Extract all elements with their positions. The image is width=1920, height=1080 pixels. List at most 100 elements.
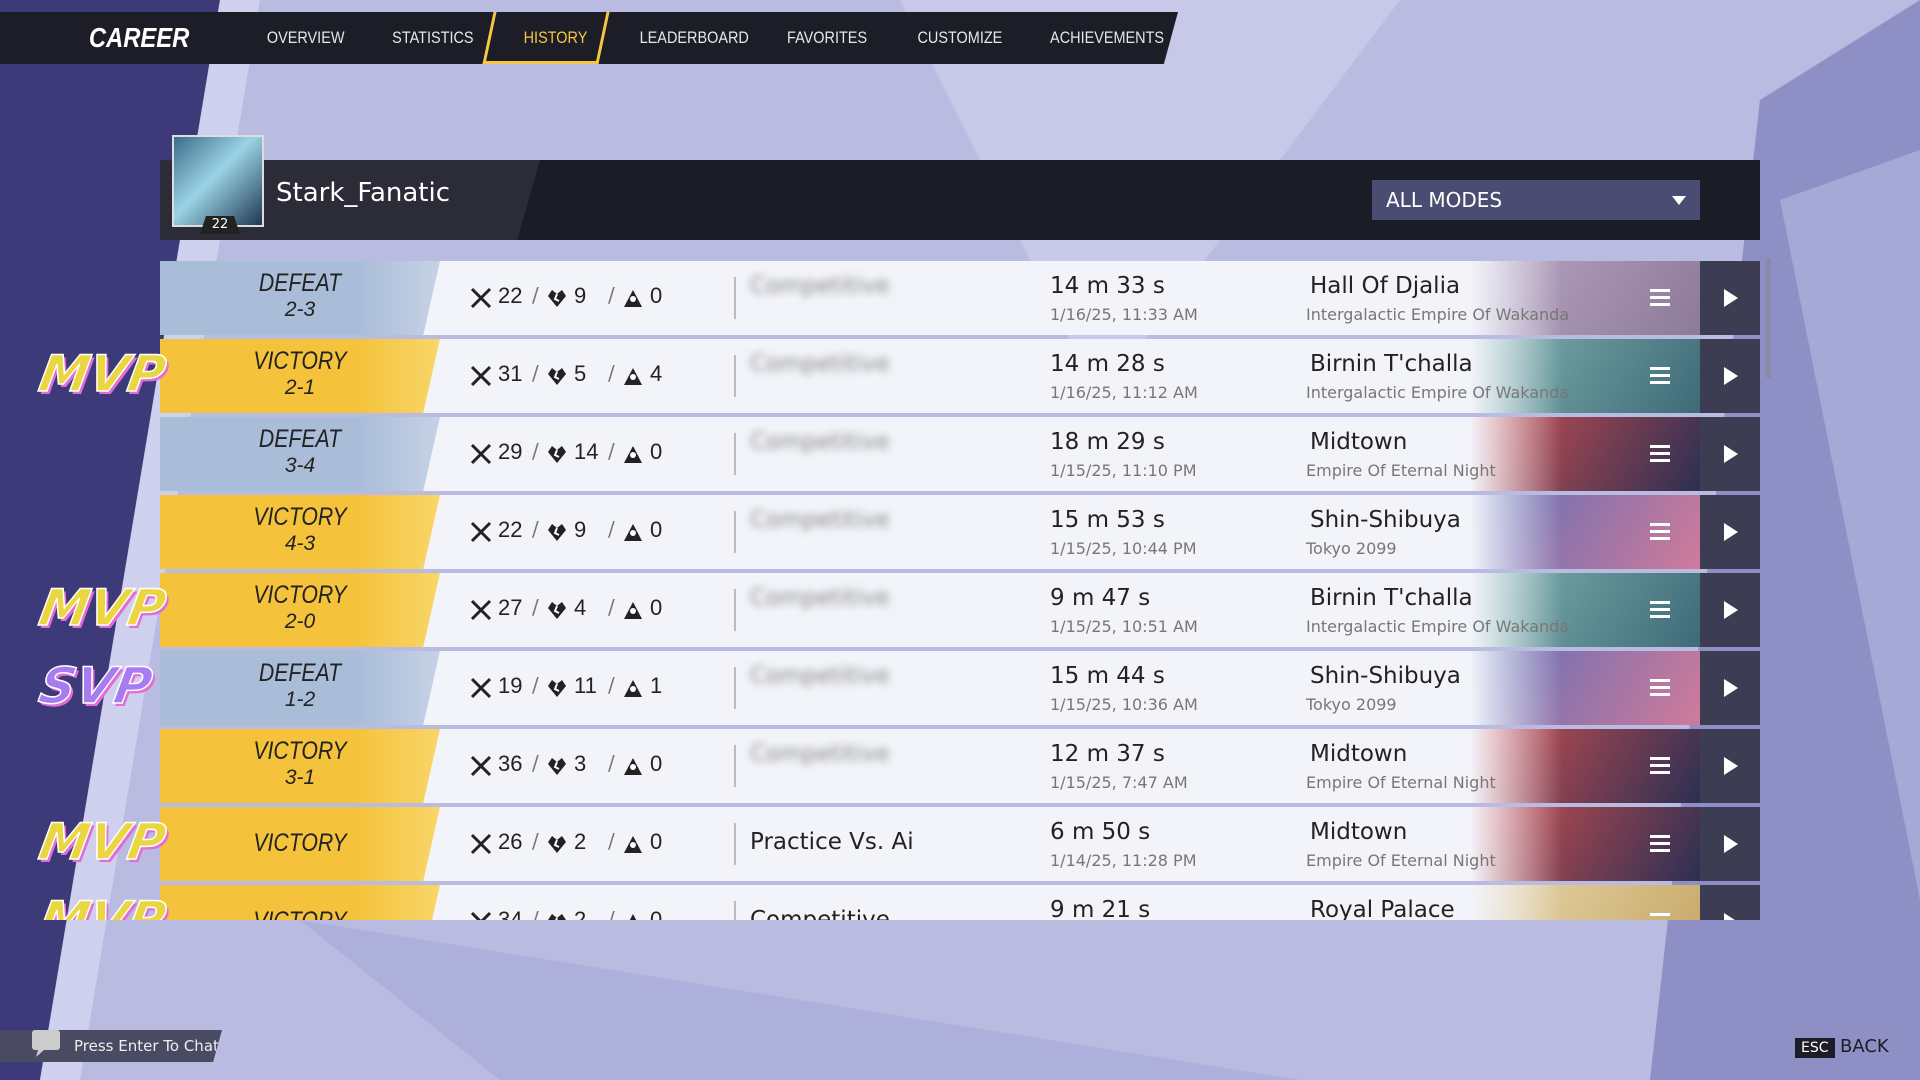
result-text: VICTORY: [253, 581, 347, 609]
divider: [734, 823, 736, 865]
deaths: 9: [574, 517, 587, 542]
replay-button[interactable]: [1700, 651, 1760, 725]
map-name: Midtown: [1310, 741, 1408, 767]
duration: 14 m 33 s: [1050, 273, 1165, 299]
map-region: Tokyo 2099: [1306, 695, 1397, 714]
replay-button[interactable]: [1700, 807, 1760, 881]
scrollbar[interactable]: [1766, 258, 1771, 378]
nav-tab[interactable]: FAVORITES: [787, 28, 868, 47]
match-date: 1/16/25, 11:33 AM: [1050, 305, 1198, 324]
back-button[interactable]: BACK: [1840, 1036, 1889, 1057]
match-row[interactable]: DEFEAT 3-4 29 / 14 / 0 Competitive 18 m 29 s 1/15…: [160, 417, 1760, 491]
replay-button[interactable]: [1700, 339, 1760, 413]
nav-tab[interactable]: OVERVIEW: [266, 28, 345, 47]
deaths-icon: [548, 524, 566, 541]
kills-icon: [470, 755, 492, 777]
replay-button[interactable]: [1700, 495, 1760, 569]
result-text: DEFEAT: [258, 659, 342, 687]
duration: 9 m 47 s: [1050, 585, 1151, 611]
kills: 19: [498, 673, 523, 698]
match-list: DEFEAT 2-3 22/9/0 Competitive 14 m 33 s 1/16/…: [0, 258, 1780, 920]
nav-tab[interactable]: LEADERBOARD: [639, 28, 749, 47]
details-button[interactable]: [1650, 367, 1670, 370]
result: VICTORY 2-0: [160, 573, 440, 647]
details-button[interactable]: [1650, 445, 1670, 448]
esc-key: ESC: [1795, 1038, 1835, 1058]
result-text: VICTORY: [253, 737, 347, 765]
game-mode: Practice Vs. Ai: [750, 829, 914, 855]
result-text: VICTORY: [253, 829, 347, 857]
assists-icon: [624, 368, 642, 385]
nav-tab[interactable]: HISTORY: [523, 28, 588, 47]
details-button[interactable]: [1650, 601, 1670, 604]
map-region: Intergalactic Empire Of Wakanda: [1306, 617, 1570, 636]
separator: /: [608, 751, 615, 775]
replay-button[interactable]: [1700, 729, 1760, 803]
map-name: Midtown: [1310, 429, 1408, 455]
divider: [734, 745, 736, 787]
match-row[interactable]: VICTORY 2-1 31 / 5 / 4 Competitive 14 m 28 s 1/16…: [160, 339, 1760, 413]
match-row[interactable]: VICTORY 3-1 36 / 3 / 0 Competitive 12 m 37 s 1/15…: [160, 729, 1760, 803]
assists: 1: [650, 673, 663, 698]
duration: 15 m 53 s: [1050, 507, 1165, 533]
map-name: Midtown: [1310, 819, 1408, 845]
map-image: [1470, 261, 1700, 335]
match-date: 1/15/25, 10:51 AM: [1050, 617, 1198, 636]
match-row[interactable]: VICTORY 2-0 27 / 4 / 0 Competitive 9 m 47 s 1/15/…: [160, 573, 1760, 647]
nav-tab[interactable]: STATISTICS: [392, 28, 474, 47]
separator: /: [532, 517, 539, 541]
separator: /: [608, 907, 615, 920]
badge: MVP: [34, 344, 171, 404]
map-image: [1470, 417, 1700, 491]
match-date: 1/15/25, 10:36 AM: [1050, 695, 1198, 714]
nav-title: CAREER: [88, 22, 190, 53]
deaths-icon: [548, 602, 566, 619]
assists-icon: [624, 836, 642, 853]
replay-button[interactable]: [1700, 573, 1760, 647]
separator: /: [532, 829, 539, 853]
match-date: 1/15/25, 10:44 PM: [1050, 539, 1197, 558]
details-button[interactable]: [1650, 679, 1670, 682]
game-mode: Competitive: [750, 429, 890, 455]
chat-prompt[interactable]: Press Enter To Chat: [0, 1030, 222, 1062]
map-image: [1470, 573, 1700, 647]
match-row[interactable]: DEFEAT 2-3 22 / 9 / 0 Competitive 14 m 33 s 1/16/…: [160, 261, 1760, 335]
divider: [734, 589, 736, 631]
nav-bar: CAREER OVERVIEW STATISTICS HISTORY LEADERBO…: [0, 12, 1178, 64]
mode-dropdown[interactable]: ALL MODES: [1372, 180, 1700, 220]
nav-tab[interactable]: ACHIEVEMENTS: [1050, 28, 1165, 47]
player-name: Stark_Fanatic: [276, 178, 451, 208]
match-row[interactable]: DEFEAT 1-2 19 / 11 / 1 Competitive 15 m 44 s 1/15…: [160, 651, 1760, 725]
match-row[interactable]: VICTORY 26 / 2 / 0 Practice Vs. Ai 6 m 50 s 1/14…: [160, 807, 1760, 881]
kills: 26: [498, 829, 523, 854]
assists-icon: [624, 680, 642, 697]
kills-icon: [470, 521, 492, 543]
deaths-icon: [548, 680, 566, 697]
details-button[interactable]: [1650, 757, 1670, 760]
map-image: [1470, 729, 1700, 803]
divider: [734, 901, 736, 920]
replay-button[interactable]: [1700, 261, 1760, 335]
result: VICTORY: [160, 807, 440, 881]
result: DEFEAT 1-2: [160, 651, 440, 725]
map-image: [1470, 339, 1700, 413]
result-text: VICTORY: [253, 503, 347, 531]
nav-tab[interactable]: CUSTOMIZE: [917, 28, 1003, 47]
details-button[interactable]: [1650, 289, 1670, 292]
deaths: 2: [574, 829, 587, 854]
details-button[interactable]: [1650, 523, 1670, 526]
result-text: VICTORY: [181, 907, 419, 920]
avatar[interactable]: [172, 135, 264, 227]
duration: 9 m 21 s: [1050, 897, 1151, 920]
replay-button[interactable]: [1700, 885, 1760, 920]
details-button[interactable]: [1650, 913, 1670, 916]
kills-icon: [470, 599, 492, 621]
details-button[interactable]: [1650, 835, 1670, 838]
result: VICTORY 3-1: [160, 729, 440, 803]
match-row[interactable]: VICTORY 4-3 22 / 9 / 0 Competitive 15 m 53 s 1/15…: [160, 495, 1760, 569]
replay-button[interactable]: [1700, 417, 1760, 491]
kills-icon: [470, 677, 492, 699]
match-date: 1/14/25, 11:28 PM: [1050, 851, 1197, 870]
